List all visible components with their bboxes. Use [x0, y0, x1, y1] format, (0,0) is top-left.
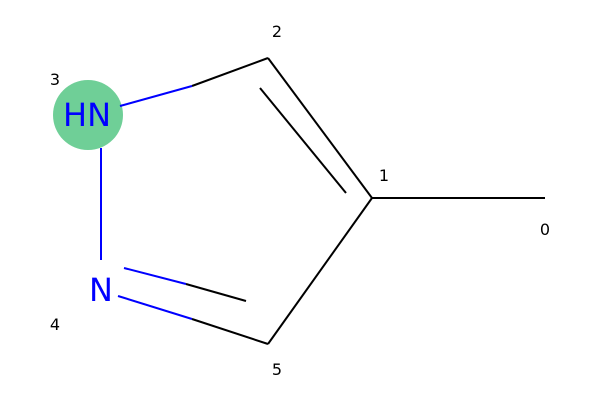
- bond-2-3: [119, 57, 269, 107]
- atom-index-3: 3: [50, 70, 60, 89]
- atom-index-1: 1: [379, 166, 389, 185]
- atom-4-symbol: N: [89, 271, 113, 309]
- atom-index-2: 2: [272, 22, 282, 41]
- bond-5-1: [267, 197, 373, 345]
- atom-index-0: 0: [540, 220, 550, 239]
- bond-1-2: [259, 57, 373, 199]
- atom-index-5: 5: [272, 360, 282, 379]
- atom-3-symbol: HN: [63, 96, 111, 134]
- atom-3-highlight: [53, 80, 123, 150]
- bond-4-5: [117, 267, 269, 345]
- atom-index-4: 4: [50, 315, 60, 334]
